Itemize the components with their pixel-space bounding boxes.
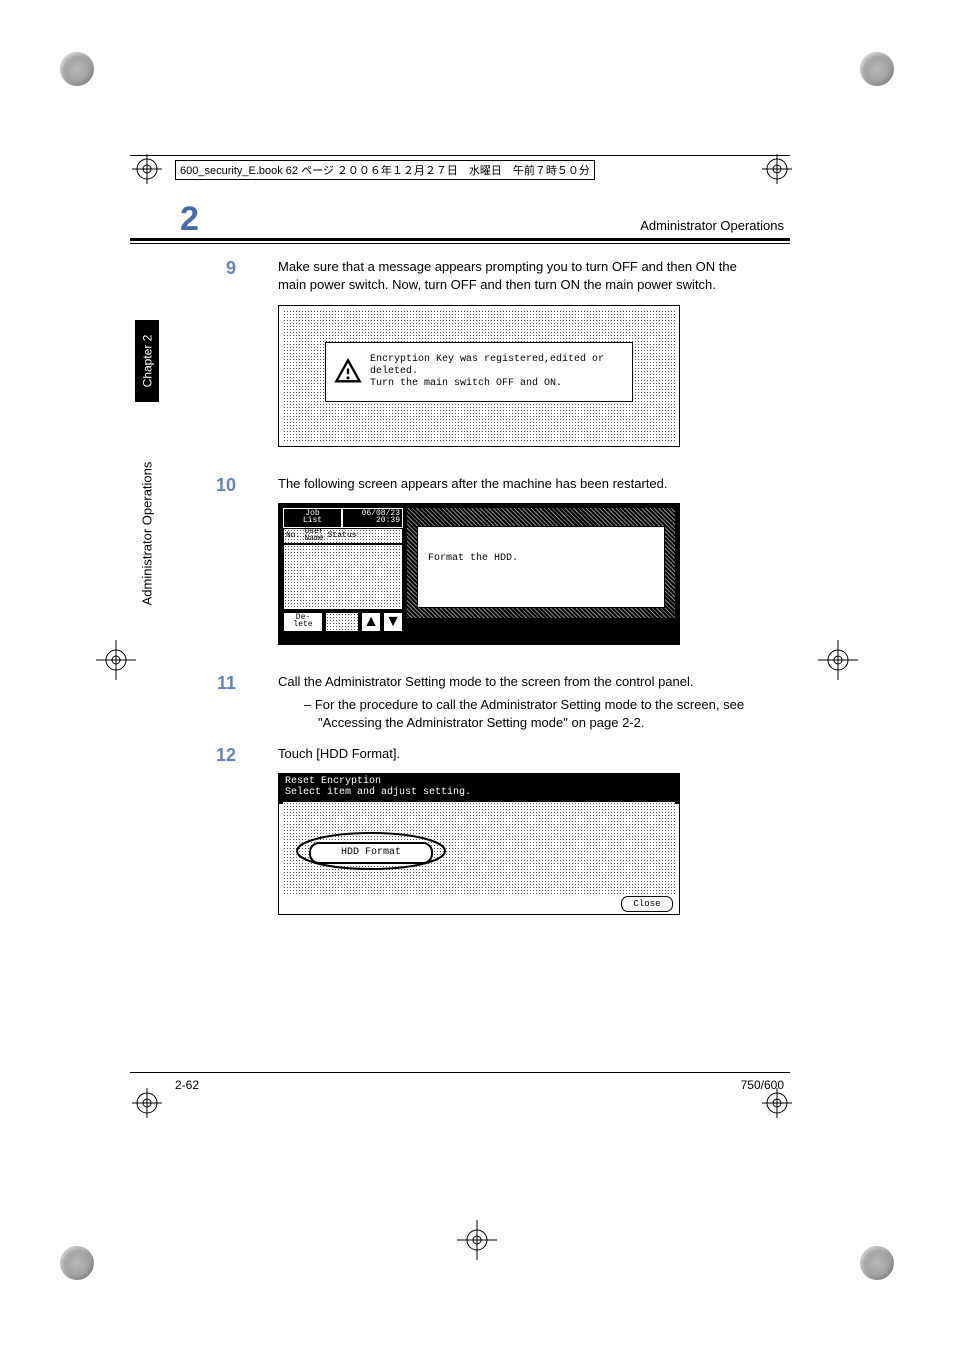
top-divider bbox=[130, 155, 790, 156]
hdd-subtitle: Select item and adjust setting. bbox=[285, 787, 673, 798]
side-section-text: Administrator Operations bbox=[140, 461, 155, 605]
step-11-sub: – For the procedure to call the Administ… bbox=[304, 696, 760, 731]
ring-mark-br bbox=[762, 1088, 792, 1118]
corner-dot-br bbox=[860, 1246, 894, 1280]
col-status: Status bbox=[326, 531, 359, 540]
step-text-11: Call the Administrator Setting mode to t… bbox=[278, 673, 760, 691]
warning-icon bbox=[334, 358, 362, 386]
corner-dot-tr bbox=[860, 52, 894, 86]
screenshot-warning: Encryption Key was registered,edited or … bbox=[278, 305, 680, 447]
step-number-12: 12 bbox=[206, 745, 236, 766]
screenshot-restart: Job List 06/08/23 20:39 No. User Name St… bbox=[278, 503, 680, 645]
content-area: 9 Make sure that a message appears promp… bbox=[240, 258, 760, 915]
col-user: User Name bbox=[302, 529, 325, 542]
step-text-12: Touch [HDD Format]. bbox=[278, 745, 760, 763]
delete-button[interactable]: De- lete bbox=[283, 612, 323, 632]
step-text-10: The following screen appears after the m… bbox=[278, 475, 760, 493]
restart-message: Format the HDD. bbox=[428, 553, 518, 564]
chapter-number: 2 bbox=[180, 200, 199, 239]
ring-mark-left bbox=[132, 154, 162, 184]
side-tab-label: Chapter 2 bbox=[140, 335, 154, 388]
reg-mark-left bbox=[96, 640, 136, 680]
ring-mark-bl bbox=[132, 1088, 162, 1118]
hdd-title: Reset Encryption bbox=[285, 776, 673, 787]
job-list-tab[interactable]: Job List bbox=[283, 508, 342, 528]
down-arrow-button[interactable]: ▼ bbox=[383, 612, 403, 632]
reg-mark-right bbox=[818, 640, 858, 680]
warning-line1: Encryption Key was registered,edited or … bbox=[370, 354, 624, 378]
step-number-10: 10 bbox=[206, 475, 236, 496]
chapter-rule bbox=[130, 238, 790, 244]
highlight-ellipse bbox=[293, 830, 449, 872]
col-no: No. bbox=[284, 531, 302, 540]
side-tab-chapter: Chapter 2 bbox=[135, 320, 159, 402]
corner-dot-tl bbox=[60, 52, 94, 86]
close-button[interactable]: Close bbox=[621, 896, 673, 912]
screenshot-hdd-format: Reset Encryption Select item and adjust … bbox=[278, 773, 680, 915]
warning-line2: Turn the main switch OFF and ON. bbox=[370, 378, 624, 390]
footer-page: 2-62 bbox=[175, 1078, 199, 1092]
close-button-label: Close bbox=[633, 899, 660, 909]
step-number-9: 9 bbox=[206, 258, 236, 279]
reg-mark-bottom bbox=[457, 1220, 497, 1260]
footer-rule bbox=[130, 1072, 790, 1073]
step-text-9: Make sure that a message appears prompti… bbox=[278, 258, 760, 293]
ring-mark-right bbox=[762, 154, 792, 184]
footer-model: 750/600 bbox=[741, 1078, 784, 1092]
side-section-label: Administrator Operations bbox=[135, 418, 159, 648]
running-head: Administrator Operations bbox=[640, 218, 784, 233]
step-number-11: 11 bbox=[206, 673, 236, 694]
header-filename: 600_security_E.book 62 ページ ２００６年１２月２７日 水… bbox=[175, 160, 595, 180]
up-arrow-button[interactable]: ▲ bbox=[361, 612, 381, 632]
timestamp: 06/08/23 20:39 bbox=[342, 508, 403, 528]
corner-dot-bl bbox=[60, 1246, 94, 1280]
step-11-sub-text: For the procedure to call the Administra… bbox=[315, 697, 744, 730]
